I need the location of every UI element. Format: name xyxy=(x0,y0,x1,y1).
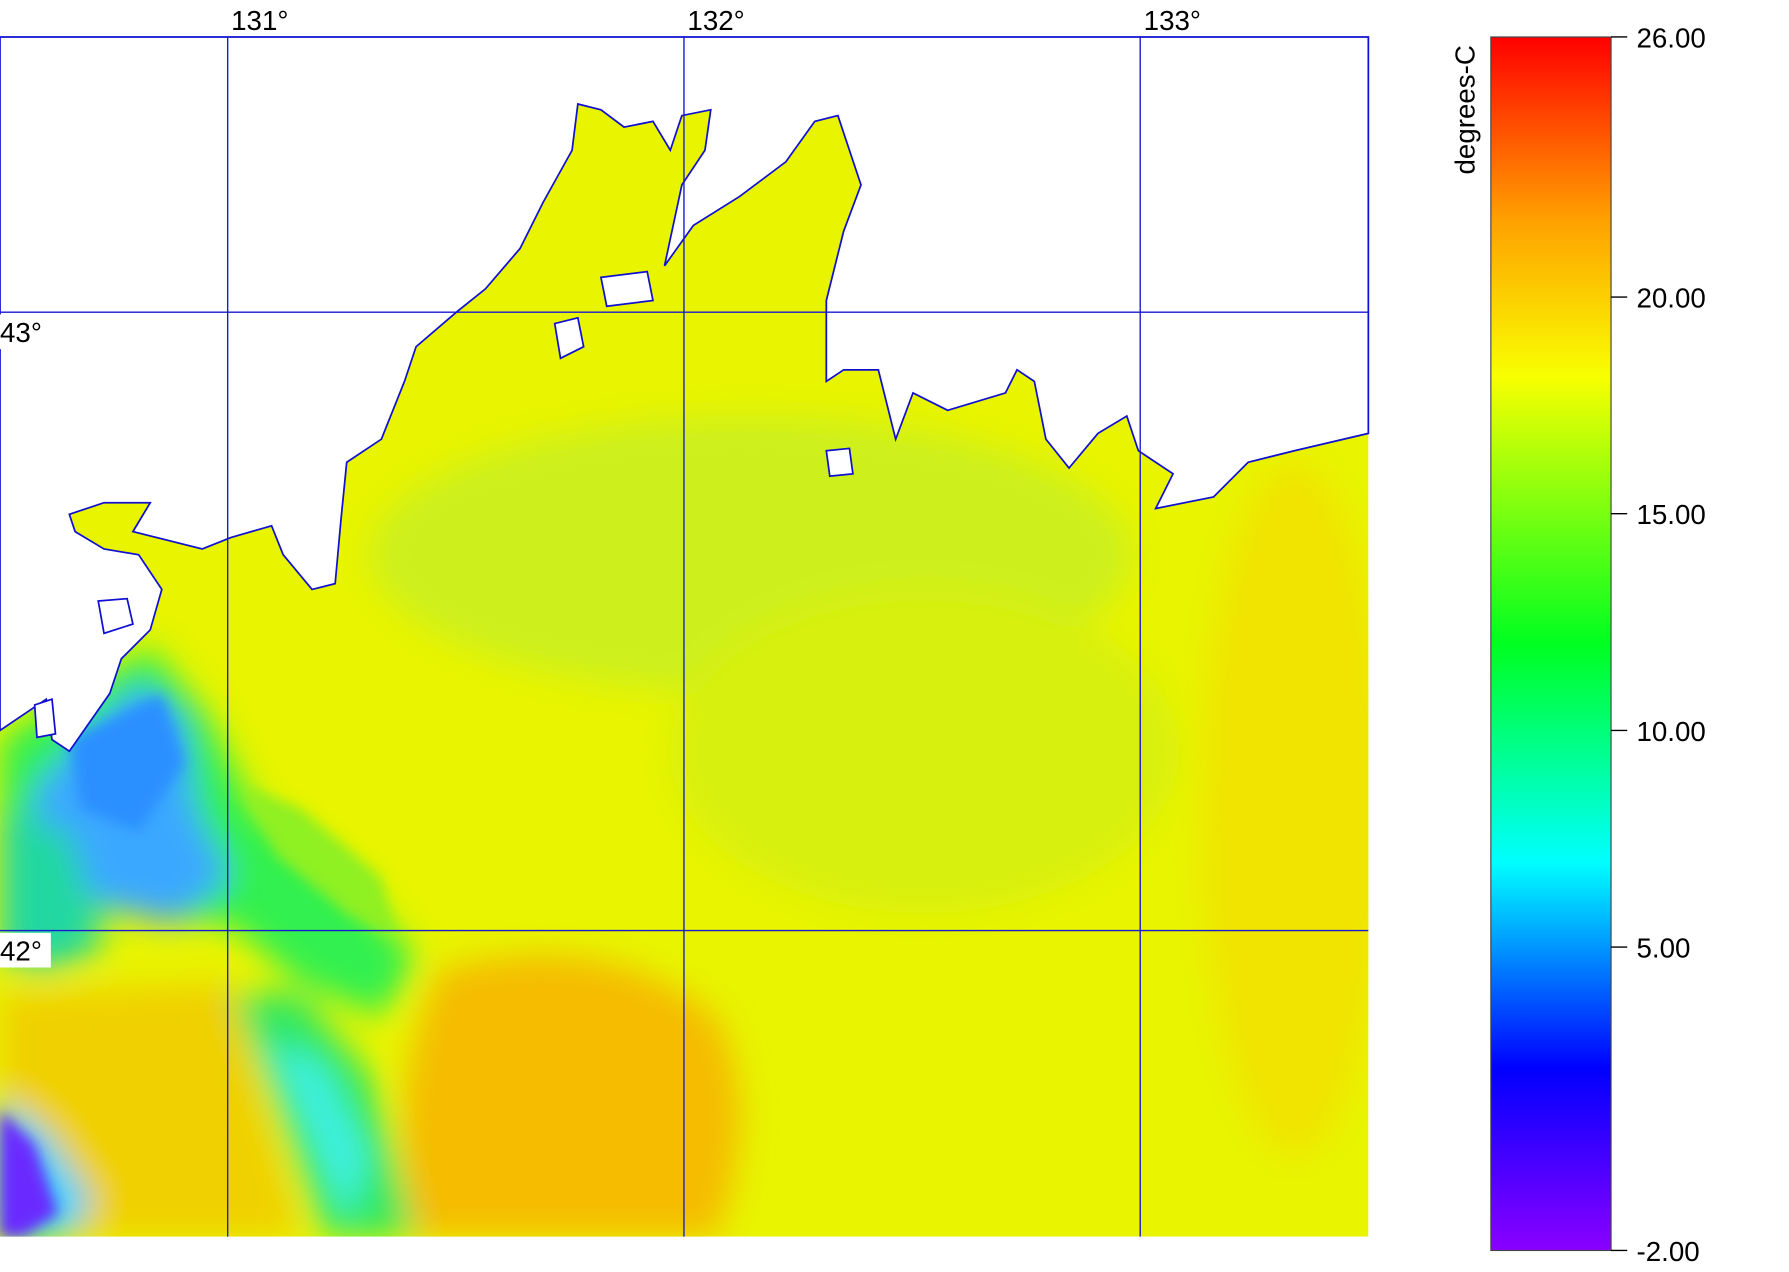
latitude-label-bg xyxy=(0,932,51,968)
colorbar-tick-label: 5.00 xyxy=(1636,932,1690,963)
map-scene: 131° 132° 133° 43° 42° degrees-C 26.00 20.00 1… xyxy=(0,5,1706,1267)
latitude-label-bg xyxy=(0,314,51,350)
colorbar-tick-label: -2.00 xyxy=(1636,1236,1699,1267)
graticule: 131° 132° 133° 43° 42° xyxy=(0,5,1369,1237)
colorbar-tick-label: 20.00 xyxy=(1636,282,1705,313)
colorbar-ticks: 26.00 20.00 15.00 10.00 5.00 -2.00 xyxy=(1611,22,1706,1267)
colorbar-tick-label: 10.00 xyxy=(1636,716,1705,747)
colorbar-label: degrees-C xyxy=(1450,45,1481,174)
latitude-label: 42° xyxy=(0,936,42,967)
longitude-label: 131° xyxy=(231,5,288,36)
latitude-label: 43° xyxy=(0,317,42,348)
islands xyxy=(33,270,854,739)
longitude-label: 133° xyxy=(1144,5,1201,36)
colorbar-tick-label: 26.00 xyxy=(1636,22,1705,53)
colorbar xyxy=(1490,36,1612,1252)
colorbar-tick-label: 15.00 xyxy=(1636,499,1705,530)
longitude-label: 132° xyxy=(687,5,744,36)
land xyxy=(0,36,1370,753)
